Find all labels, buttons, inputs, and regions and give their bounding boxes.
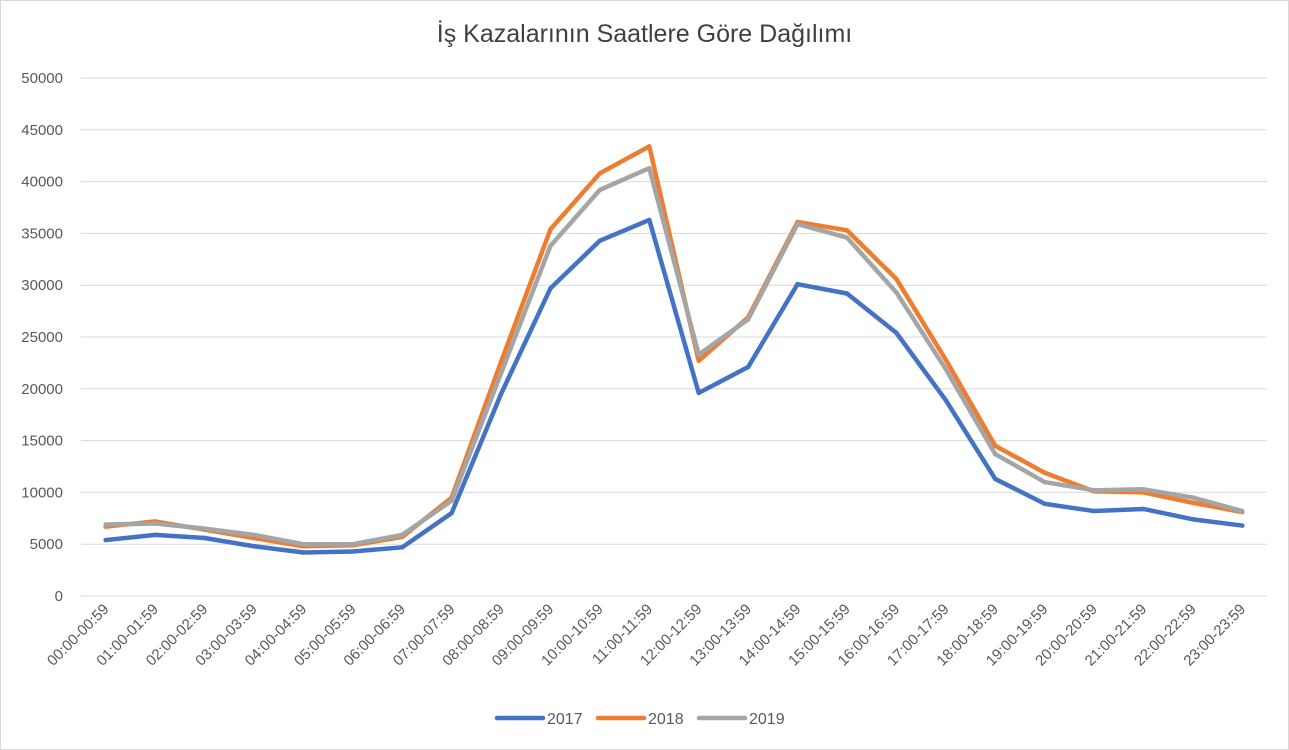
data-point-2019 <box>251 532 257 538</box>
data-point-2017 <box>1240 523 1245 528</box>
y-tick-label: 5000 <box>30 536 63 553</box>
data-point-2017 <box>449 510 454 516</box>
x-axis-tick-labels: 00:00-00:5901:00-01:5902:00-02:5903:00-0… <box>44 601 1249 670</box>
data-point-2017 <box>597 238 603 243</box>
data-point-2019 <box>844 235 850 240</box>
data-point-2018 <box>1190 500 1196 505</box>
data-point-2019 <box>350 542 355 547</box>
data-point-2017 <box>696 390 701 396</box>
data-point-2019 <box>795 221 800 227</box>
data-point-2019 <box>498 371 504 376</box>
data-point-2017 <box>350 549 355 554</box>
y-tick-label: 15000 <box>21 433 63 450</box>
data-point-2019 <box>548 243 553 249</box>
y-tick-label: 50000 <box>21 70 63 87</box>
data-point-2019 <box>696 352 701 357</box>
data-point-2017 <box>745 364 751 370</box>
data-point-2019 <box>1240 508 1245 514</box>
data-point-2017 <box>251 544 257 549</box>
data-point-2018 <box>943 357 948 362</box>
data-point-2019 <box>647 165 652 171</box>
y-tick-label: 35000 <box>21 225 63 242</box>
data-point-2019 <box>597 187 603 193</box>
data-point-2018 <box>993 443 998 448</box>
y-axis-tick-labels: 0 5000 10000 15000 20000 25000 30000 35000 40000… <box>21 70 63 605</box>
y-tick-label: 30000 <box>21 277 63 294</box>
y-tick-label: 20000 <box>21 381 63 398</box>
data-point-2017 <box>202 535 207 541</box>
data-point-2018 <box>894 276 899 282</box>
data-point-2019 <box>449 498 454 503</box>
legend: 2017 2018 2019 <box>494 711 785 728</box>
data-point-2019 <box>103 522 108 527</box>
data-point-2018 <box>597 171 603 176</box>
gridlines <box>81 77 1267 597</box>
data-point-2019 <box>202 526 207 531</box>
series-line-2017 <box>103 217 1245 555</box>
y-tick-label: 25000 <box>21 329 63 346</box>
data-point-2017 <box>844 291 850 296</box>
data-point-2017 <box>795 281 800 287</box>
data-point-2019 <box>894 290 899 295</box>
data-point-2017 <box>943 397 948 403</box>
chart-title: İş Kazalarının Saatlere Göre Dağılımı <box>436 20 853 48</box>
data-point-2019 <box>943 366 948 372</box>
data-point-2017 <box>301 550 306 555</box>
data-point-2017 <box>548 286 553 291</box>
data-point-2017 <box>400 545 405 550</box>
data-point-2019 <box>745 317 751 322</box>
data-point-2019 <box>1091 488 1097 493</box>
data-point-2017 <box>894 330 899 336</box>
data-point-2019 <box>152 521 158 526</box>
data-point-2017 <box>152 532 158 538</box>
data-point-2017 <box>1042 501 1047 506</box>
data-point-2017 <box>647 217 652 223</box>
data-point-2019 <box>1141 487 1146 492</box>
legend-label: 2018 <box>648 711 684 728</box>
y-tick-label: 40000 <box>21 174 63 191</box>
series-lines <box>103 144 1245 555</box>
data-point-2018 <box>548 227 553 232</box>
legend-label: 2017 <box>547 711 583 728</box>
data-point-2019 <box>301 542 306 547</box>
data-point-2017 <box>498 391 504 397</box>
series-line-2019 <box>103 165 1245 547</box>
data-point-2019 <box>1190 495 1196 500</box>
y-tick-label: 45000 <box>21 122 63 139</box>
data-point-2018 <box>844 228 850 233</box>
data-point-2017 <box>1141 506 1146 512</box>
data-point-2019 <box>993 451 998 457</box>
data-point-2017 <box>1091 508 1097 514</box>
data-point-2018 <box>498 359 504 365</box>
data-point-2017 <box>993 476 998 482</box>
y-tick-label: 10000 <box>21 484 63 501</box>
data-point-2017 <box>103 537 108 543</box>
data-point-2018 <box>647 144 652 149</box>
y-tick-label: 0 <box>55 588 63 605</box>
data-point-2017 <box>1190 517 1196 522</box>
data-point-2019 <box>1042 479 1047 485</box>
legend-label: 2019 <box>749 711 785 728</box>
data-point-2018 <box>1042 470 1047 475</box>
data-point-2018 <box>696 358 701 364</box>
data-point-2019 <box>400 532 405 538</box>
